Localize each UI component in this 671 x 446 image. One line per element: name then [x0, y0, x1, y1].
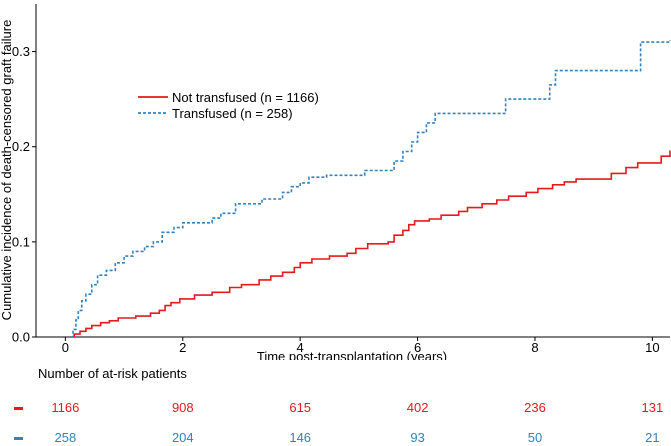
legend-label-not-transfused: Not transfused (n = 1166): [172, 90, 319, 105]
x-tick-label: 10: [645, 340, 659, 355]
y-tick-label: 0.2: [12, 139, 30, 154]
y-tick-label: 0.0: [12, 330, 30, 345]
risk-row-transfused: 258 204 146 93 50 21: [0, 430, 671, 446]
y-tick-label: 0.1: [12, 234, 30, 249]
risk-table-title: Number of at-risk patients: [38, 366, 187, 381]
y-tick-label: 0.3: [12, 44, 30, 59]
x-tick-label: 2: [179, 340, 186, 355]
series-line-not-transfused: [71, 150, 671, 338]
risk-count: 258: [54, 430, 77, 445]
legend-label-transfused: Transfused (n = 258): [172, 106, 293, 121]
risk-count: 908: [171, 400, 194, 415]
risk-count: 1166: [51, 400, 80, 415]
risk-marker-transfused: [14, 437, 23, 440]
risk-count: 402: [406, 400, 429, 415]
chart: 0.0 0.1 0.2 0.3 0 2 4 6 8 10 Cumulative incidenc…: [0, 4, 671, 360]
x-axis-label: Time post-transplantation (years): [257, 349, 447, 360]
risk-count: 236: [524, 400, 546, 415]
x-tick-label: 4: [297, 340, 304, 355]
risk-count: 21: [645, 430, 660, 445]
x-tick-label: 0: [62, 340, 69, 355]
x-tick-label: 6: [414, 340, 421, 355]
risk-marker-not-transfused: [14, 407, 23, 410]
x-tick-label: 8: [531, 340, 538, 355]
risk-count: 93: [410, 430, 425, 445]
series-line-transfused: [71, 40, 671, 338]
risk-row-not-transfused: 1166 908 615 402 236 131: [0, 400, 671, 416]
risk-count: 615: [289, 400, 312, 415]
risk-count: 204: [171, 430, 194, 445]
risk-count: 146: [289, 430, 312, 445]
legend: Not transfused (n = 1166) Transfused (n …: [138, 90, 319, 121]
risk-count: 50: [527, 430, 543, 445]
y-axis-label: Cumulative incidence of death-censored g…: [0, 20, 14, 321]
risk-count: 131: [641, 400, 664, 415]
